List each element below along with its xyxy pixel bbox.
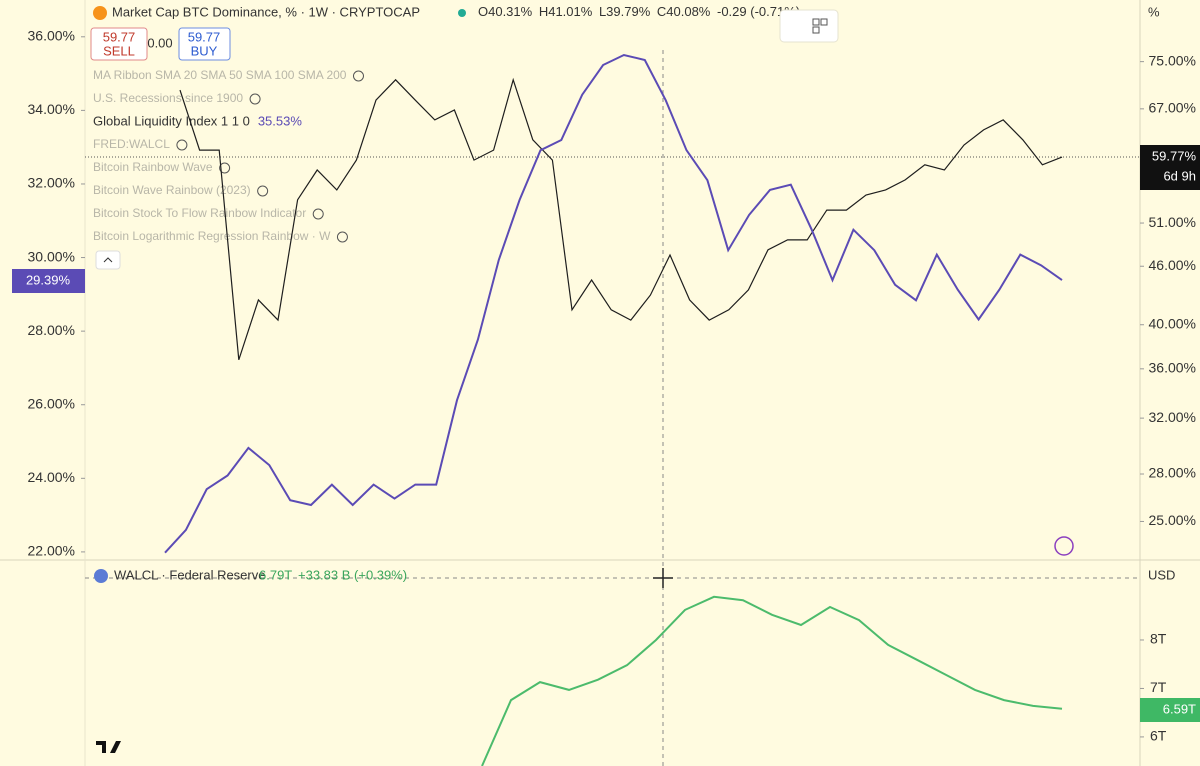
visibility-icon xyxy=(257,185,269,197)
visibility-icon xyxy=(219,162,231,174)
indicator-name: MA Ribbon SMA 20 SMA 50 SMA 100 SMA 200 xyxy=(93,68,347,82)
y2-tick-label: 36.00% xyxy=(1149,360,1196,376)
buy-label: BUY xyxy=(191,43,218,58)
y2-tick-label: 75.00% xyxy=(1149,52,1196,68)
lower-title: WALCL · Federal Reserve xyxy=(114,567,265,582)
visibility-icon xyxy=(352,70,364,82)
collapse-button[interactable] xyxy=(95,250,121,270)
visibility-icon xyxy=(312,208,324,220)
close: C40.08% xyxy=(657,4,711,19)
buy-price: 59.77 xyxy=(188,29,221,44)
indicator-name: Bitcoin Wave Rainbow (2023) xyxy=(93,183,251,197)
icon xyxy=(812,18,820,26)
lower-last: 6.59T xyxy=(1163,701,1196,716)
status-dot xyxy=(458,9,466,17)
y-tick-label: 22.00% xyxy=(28,543,75,559)
right-price-tag xyxy=(1140,145,1200,190)
y2-tick-label: 28.00% xyxy=(1149,465,1196,481)
indicator-name: Bitcoin Rainbow Wave xyxy=(93,160,213,174)
series-line xyxy=(179,77,1063,360)
lower-price-tag xyxy=(1140,698,1200,722)
y-tick-label: 36.00% xyxy=(28,27,75,43)
alert-icon[interactable] xyxy=(1054,536,1074,556)
sell-label: SELL xyxy=(103,43,135,58)
change: -0.29 (-0.71%) xyxy=(717,4,800,19)
y-tick-label: 32.00% xyxy=(28,175,75,191)
y2-tick-label: 51.00% xyxy=(1149,214,1196,230)
lower-change: +33.83 B (+0.39%) xyxy=(298,567,407,582)
countdown: 6d 9h xyxy=(1163,168,1196,183)
indicator-name: Global Liquidity Index 1 1 0 xyxy=(93,113,250,128)
ohlc: O40.31% H41.01% L39.79% C40.08% -0.29 (-… xyxy=(478,4,800,19)
y-tick-label: 7T xyxy=(1150,679,1167,695)
icon xyxy=(820,18,828,26)
sell-price: 59.77 xyxy=(103,29,136,44)
flag-icon xyxy=(94,569,108,583)
y2-tick-label: 40.00% xyxy=(1149,315,1196,331)
y2-tick-label: 25.00% xyxy=(1149,512,1196,528)
series-line xyxy=(164,53,1063,554)
indicator-name: FRED:WALCL xyxy=(93,137,170,151)
icon xyxy=(812,26,820,34)
visibility-icon xyxy=(336,231,348,243)
icon xyxy=(103,257,113,263)
y-tick-label: 8T xyxy=(1150,631,1167,647)
sell-button[interactable] xyxy=(90,27,148,61)
y-tick-label: 28.00% xyxy=(28,322,75,338)
coin-icon xyxy=(93,6,107,20)
buy-button[interactable] xyxy=(178,27,231,61)
y-tick-label: 24.00% xyxy=(28,469,75,485)
symbol-title: Market Cap BTC Dominance, % · 1W · CRYPT… xyxy=(112,4,420,19)
indicator-name: U.S. Recessions since 1900 xyxy=(93,91,243,105)
indicator-name: Bitcoin Logarithmic Regression Rainbow ·… xyxy=(93,229,331,243)
series-line xyxy=(481,595,1063,766)
high: H41.01% xyxy=(539,4,593,19)
low: L39.79% xyxy=(599,4,651,19)
left-price: 29.39% xyxy=(26,272,71,287)
lower-unit: USD xyxy=(1148,567,1175,582)
visibility-icon xyxy=(249,93,261,105)
y2-tick-label: 67.00% xyxy=(1149,100,1196,116)
right-price: 59.77% xyxy=(1152,148,1197,163)
y-tick-label: 26.00% xyxy=(28,395,75,411)
left-price-tag xyxy=(12,269,85,293)
y2-tick-label: 46.00% xyxy=(1149,257,1196,273)
scale-unit: % xyxy=(1148,4,1160,19)
lower-value: 6.79T xyxy=(259,567,292,582)
indicator-name: Bitcoin Stock To Flow Rainbow Indicator xyxy=(93,206,306,220)
indicator-value: 35.53% xyxy=(258,113,303,128)
logo xyxy=(96,741,121,753)
y-tick-label: 30.00% xyxy=(28,248,75,264)
cursor xyxy=(653,568,673,588)
visibility-icon xyxy=(176,139,188,151)
y2-tick-label: 32.00% xyxy=(1149,409,1196,425)
spread: 0.00 xyxy=(147,35,172,50)
y-tick-label: 6T xyxy=(1150,728,1167,744)
layout-button[interactable] xyxy=(779,9,839,43)
y-tick-label: 34.00% xyxy=(28,101,75,117)
indicator-list: MA Ribbon SMA 20 SMA 50 SMA 100 SMA 200 U… xyxy=(93,68,364,243)
open: O40.31% xyxy=(478,4,533,19)
